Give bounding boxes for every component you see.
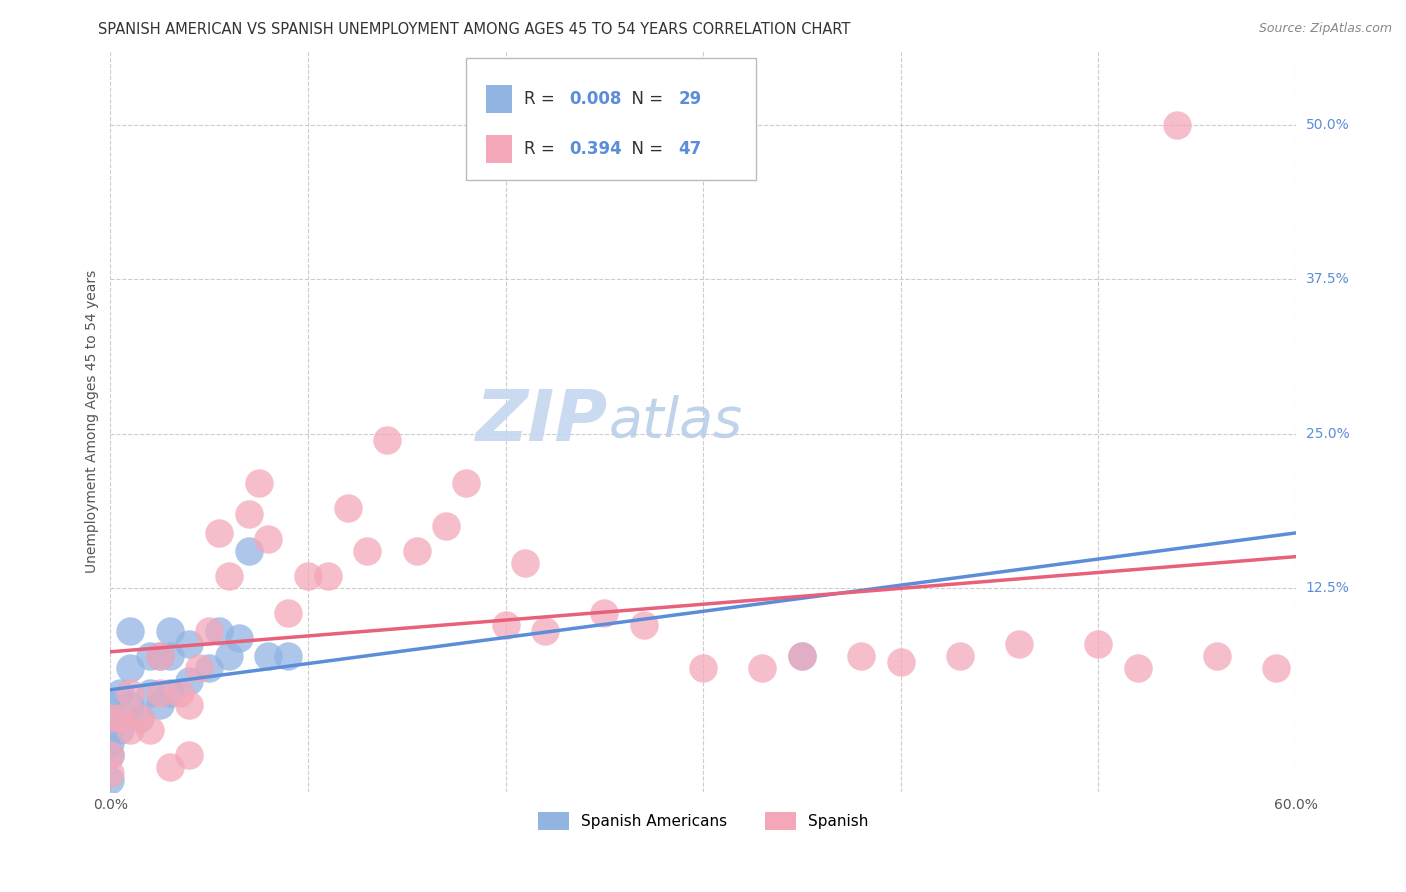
Text: N =: N = [621,90,669,108]
Point [751,661,773,675]
Point [297,568,319,582]
Text: 12.5%: 12.5% [1306,581,1350,595]
Point [434,519,457,533]
Text: Source: ZipAtlas.com: Source: ZipAtlas.com [1258,22,1392,36]
Point [949,648,972,663]
Text: 29: 29 [678,90,702,108]
Point [454,476,477,491]
Point [139,686,162,700]
Point [100,698,122,713]
Point [247,476,270,491]
Point [277,648,299,663]
Point [129,711,152,725]
Point [238,544,260,558]
Point [515,557,537,571]
Point [120,686,142,700]
Point [534,624,557,639]
Point [100,766,122,780]
Point [110,723,132,738]
Point [257,648,280,663]
Point [692,661,714,675]
Point [129,711,152,725]
Point [1126,661,1149,675]
Point [110,711,132,725]
Point [198,661,221,675]
Point [120,698,142,713]
Point [890,655,912,669]
Point [120,624,142,639]
Text: 37.5%: 37.5% [1306,272,1350,286]
Text: R =: R = [524,90,560,108]
Point [149,648,172,663]
Point [1265,661,1288,675]
Point [593,606,616,620]
Point [495,618,517,632]
Point [405,544,427,558]
Point [120,723,142,738]
Y-axis label: Unemployment Among Ages 45 to 54 years: Unemployment Among Ages 45 to 54 years [86,269,100,573]
Point [336,500,359,515]
Text: atlas: atlas [609,395,742,448]
Point [790,648,813,663]
Point [100,747,122,762]
Point [179,698,201,713]
FancyBboxPatch shape [465,58,756,180]
Point [1166,118,1188,132]
Point [316,568,339,582]
Text: 60.0%: 60.0% [1274,798,1317,812]
Point [169,686,191,700]
Point [100,735,122,749]
Point [100,723,122,738]
Point [851,648,873,663]
Text: R =: R = [524,140,560,158]
Point [139,723,162,738]
Legend: Spanish Americans, Spanish: Spanish Americans, Spanish [531,806,875,836]
Text: 50.0%: 50.0% [1306,118,1350,132]
Text: SPANISH AMERICAN VS SPANISH UNEMPLOYMENT AMONG AGES 45 TO 54 YEARS CORRELATION C: SPANISH AMERICAN VS SPANISH UNEMPLOYMENT… [98,22,851,37]
Point [1087,637,1109,651]
Point [100,747,122,762]
Point [218,568,240,582]
Point [179,673,201,688]
Point [100,772,122,787]
Text: 0.008: 0.008 [569,90,621,108]
Text: N =: N = [621,140,669,158]
Point [257,532,280,546]
Point [356,544,378,558]
Point [159,686,181,700]
Point [159,624,181,639]
Point [1008,637,1031,651]
Point [110,686,132,700]
FancyBboxPatch shape [486,136,512,163]
Point [149,686,172,700]
Text: 0.0%: 0.0% [93,798,128,812]
Point [139,648,162,663]
Point [208,624,231,639]
Point [100,711,122,725]
Point [120,661,142,675]
Point [375,433,398,447]
Point [159,648,181,663]
Point [1205,648,1227,663]
Point [159,760,181,774]
Point [238,507,260,521]
Point [149,648,172,663]
Point [208,525,231,540]
Point [790,648,813,663]
Point [218,648,240,663]
Point [198,624,221,639]
Point [179,637,201,651]
Point [100,711,122,725]
Point [149,698,172,713]
FancyBboxPatch shape [486,85,512,113]
Point [228,631,250,645]
Text: 0.394: 0.394 [569,140,621,158]
Point [277,606,299,620]
Point [188,661,211,675]
Text: 25.0%: 25.0% [1306,426,1350,441]
Text: ZIP: ZIP [477,387,609,456]
Point [179,747,201,762]
Text: 47: 47 [678,140,702,158]
Point [633,618,655,632]
